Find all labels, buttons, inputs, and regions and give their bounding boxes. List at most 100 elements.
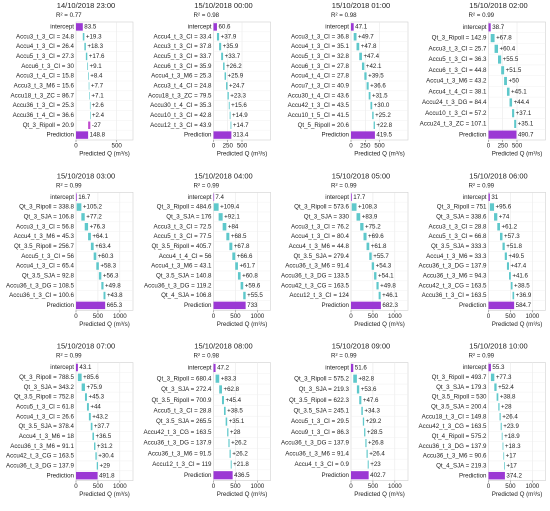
row-label: Accu5_t_3_CI = 36.3 xyxy=(429,56,488,63)
row-label: Qt_3.5_SJA = 265.5 xyxy=(156,418,212,425)
value-label: +58.3 xyxy=(100,263,116,270)
x-tick-label: 0 xyxy=(487,483,491,490)
contribution-bar xyxy=(368,92,371,100)
contribution-bar xyxy=(363,232,367,241)
row-label: Accu4_t_4_CI = 38.1 xyxy=(429,88,488,95)
value-label: +26.4 xyxy=(369,450,385,457)
row-label: Qt_3.5_Ripoll = 530 xyxy=(432,394,487,401)
contribution-bar xyxy=(360,222,364,231)
value-label: +52.4 xyxy=(498,384,514,391)
row-label: Accu6_t_3_CI = 35.9 xyxy=(154,63,213,70)
row-label: Prediction xyxy=(184,472,212,479)
row-label: Accu24_t_3_DG = 84.4 xyxy=(422,99,487,106)
row-label: Accu3_t_3_CI = 37.8 xyxy=(154,43,213,50)
x-tick-label: 500 xyxy=(93,483,104,490)
row-label: Prediction xyxy=(321,472,349,479)
value-label: +50 xyxy=(508,78,519,85)
contribution-bar xyxy=(215,374,220,383)
row-label: Accu18_t_3_ZC = 86.7 xyxy=(11,92,75,99)
x-axis-label: Predicted Q (m³/s) xyxy=(354,491,405,498)
value-label: +42.1 xyxy=(366,63,382,70)
contribution-bar xyxy=(84,42,86,51)
value-label: +83.3 xyxy=(221,375,237,382)
contribution-bar xyxy=(96,262,99,270)
value-label: +108.3 xyxy=(358,204,378,211)
contribution-bar xyxy=(221,52,224,61)
value-label: 7.4 xyxy=(215,194,224,201)
row-label: Qt_3_SJA = 338.6 xyxy=(436,214,487,221)
row-label: Qt_3_SJA = 330 xyxy=(304,214,350,221)
row-label: Prediction xyxy=(321,302,349,309)
value-label: +69.6 xyxy=(368,233,384,240)
row-label: Accu10_t_3_CI = 57.2 xyxy=(425,110,487,117)
x-tick-label: 250 xyxy=(360,143,371,150)
contribution-bar xyxy=(229,242,233,251)
contribution-bar xyxy=(369,252,372,260)
value-label: +76.3 xyxy=(90,223,106,230)
chart-title: 15/10/2018 05:00 xyxy=(332,171,390,180)
value-label: +85.6 xyxy=(83,374,99,381)
total-bar xyxy=(76,23,83,31)
value-label: +37.7 xyxy=(94,423,110,430)
contribution-bar xyxy=(88,412,91,421)
total-bar xyxy=(76,131,89,139)
value-label: +54.1 xyxy=(378,273,394,280)
row-label: Accu4_t_3_CI = 0.9 xyxy=(294,461,349,468)
value-label: +38.5 xyxy=(227,408,243,415)
contribution-bar xyxy=(228,101,230,110)
row-label: Qt_3_SJA = 219.3 xyxy=(299,386,350,393)
row-label: Qt_3.5_Ripoll = 405.7 xyxy=(151,243,212,250)
x-tick-label: 1000 xyxy=(525,313,539,320)
row-label: Accu4_t_3_M6 = 43.2 xyxy=(426,78,487,85)
value-label: 51.6 xyxy=(355,365,368,372)
row-label: Accu4_t_3_M6 = 45.3 xyxy=(14,233,75,240)
contribution-bar xyxy=(365,438,367,448)
row-label: Accu36_t_3_DG = 137.9 xyxy=(6,462,74,469)
chart-title: 15/10/2018 06:00 xyxy=(469,171,527,180)
value-label: +30.0 xyxy=(374,102,390,109)
row-label: Accu42_t_3_CG = 163.5 xyxy=(419,423,487,430)
x-tick-label: 1000 xyxy=(250,313,264,320)
row-label: Accu18_t_3_ZC = 79.5 xyxy=(148,92,212,99)
contribution-bar xyxy=(512,291,515,300)
x-tick-label: 0 xyxy=(349,313,353,320)
value-label: +17.6 xyxy=(89,53,105,60)
value-label: +54.3 xyxy=(376,263,392,270)
value-label: +60.3 xyxy=(98,253,114,260)
x-axis-label: Predicted Q (m³/s) xyxy=(354,151,405,158)
x-tick-label: 0 xyxy=(74,483,78,490)
contribution-bar xyxy=(370,101,373,110)
contribution-bar xyxy=(93,252,97,260)
row-label: Qt_3_Ripoll = 484.6 xyxy=(157,204,212,211)
contribution-bar xyxy=(226,232,230,241)
total-bar xyxy=(351,301,381,310)
row-label: Accu3_t_3_CI = 36.8 xyxy=(291,33,350,40)
value-label: +14.9 xyxy=(232,112,248,119)
row-label: Accu4_t_4_CI = 27.8 xyxy=(291,73,350,80)
row-label: Accu4_t_3_CI = 80.4 xyxy=(291,233,350,240)
row-label: Accu18_t_3_CI = 149.8 xyxy=(422,413,487,420)
row-label: Accu3_t_3_CI = 56.8 xyxy=(16,223,75,230)
row-label: Prediction xyxy=(459,472,487,479)
contribution-bar xyxy=(494,213,498,221)
value-label: 83.5 xyxy=(84,24,97,31)
row-label: Accu36_t_4_CI = 36.6 xyxy=(13,112,75,119)
row-label: Prediction xyxy=(46,472,74,479)
contribution-bar xyxy=(362,417,365,426)
value-label: 436.5 xyxy=(234,472,250,479)
value-label: +51.8 xyxy=(506,243,522,250)
row-label: Accu12_t_3_CI = 119 xyxy=(152,461,212,468)
row-label: intercept xyxy=(463,24,487,31)
value-label: +31.5 xyxy=(372,92,388,99)
value-label: +22.8 xyxy=(376,122,392,129)
x-tick-label: 0 xyxy=(74,313,78,320)
row-label: Accu10_t_3_CI = 42.8 xyxy=(150,112,212,119)
contribution-bar xyxy=(88,72,89,80)
contribution-bar xyxy=(372,111,374,120)
value-label: +83.9 xyxy=(362,214,378,221)
total-bar xyxy=(76,193,77,201)
row-label: Qt_3.5_SJA = 378.4 xyxy=(18,423,74,430)
contribution-bar xyxy=(359,396,362,405)
value-label: +37.9 xyxy=(221,33,237,40)
